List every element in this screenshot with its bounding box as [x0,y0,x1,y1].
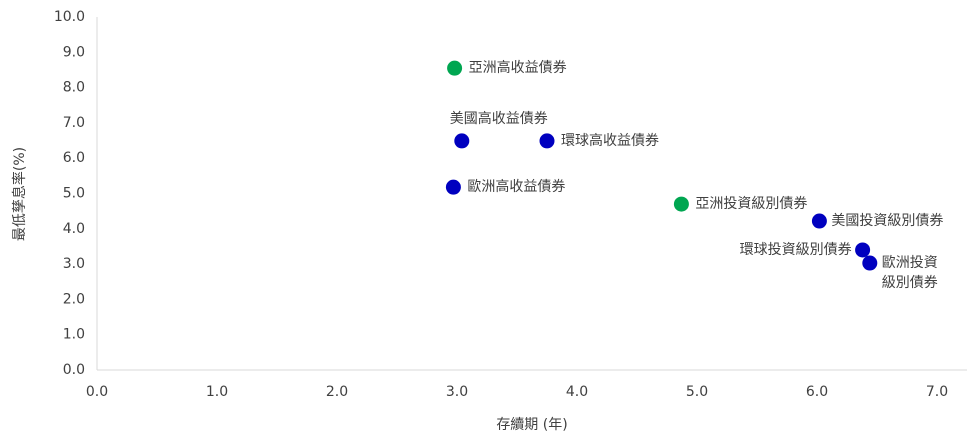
point-label: 環球投資級別債券 [740,242,852,258]
y-tick-label: 10.0 [54,9,85,25]
x-tick-label: 2.0 [326,384,348,400]
y-tick-label: 1.0 [63,327,85,343]
x-axis-title: 存續期 (年) [496,417,567,433]
point [454,133,470,149]
y-axis-title: 最低孳息率(%) [11,147,28,241]
x-tick-label: 6.0 [806,384,828,400]
y-tick-label: 8.0 [63,80,85,96]
point [673,196,689,212]
y-tick-label: 6.0 [63,150,85,166]
point [811,213,827,229]
point-label: 亞洲投資級別債券 [695,196,807,212]
x-tick-label: 1.0 [206,384,228,400]
x-tick-label: 4.0 [566,384,588,400]
y-tick-label: 3.0 [63,256,85,272]
x-tick-label: 5.0 [686,384,708,400]
point-label: 環球高收益債券 [561,132,659,149]
y-tick-label: 9.0 [63,44,85,60]
x-tick-label: 3.0 [446,384,468,400]
point-label: 歐洲高收益債券 [467,178,565,195]
point-label: 亞洲高收益債券 [469,59,567,76]
point [862,255,878,271]
point-label: 美國高收益債券 [450,110,548,127]
point [447,60,463,76]
y-tick-label: 2.0 [63,291,85,307]
point-label: 歐洲投資級別債券 [882,255,938,291]
x-tick-label: 7.0 [926,384,948,400]
y-tick-label: 7.0 [63,115,85,131]
y-tick-label: 5.0 [63,186,85,202]
point [539,133,555,149]
x-tick-label: 0.0 [86,384,108,400]
y-tick-label: 4.0 [63,221,85,237]
point [855,242,871,258]
point-label: 美國投資級別債券 [831,213,943,229]
y-tick-label: 0.0 [63,362,85,378]
point [445,179,461,195]
